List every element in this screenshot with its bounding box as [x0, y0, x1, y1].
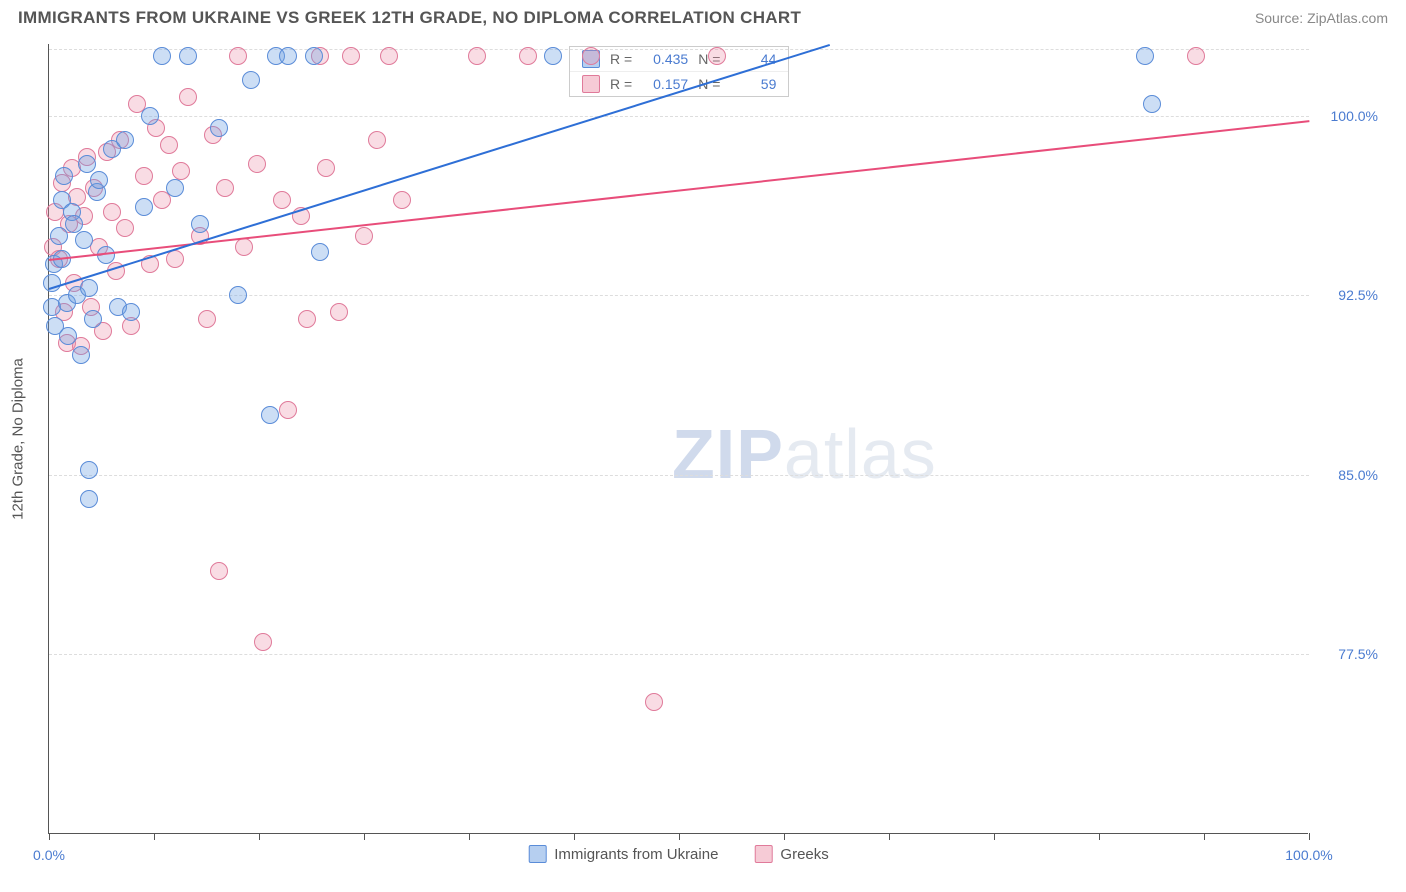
scatter-point-ukraine: [80, 461, 98, 479]
scatter-point-greeks: [582, 47, 600, 65]
scatter-point-greeks: [330, 303, 348, 321]
scatter-point-greeks: [279, 401, 297, 419]
scatter-point-ukraine: [1136, 47, 1154, 65]
chart-container: 12th Grade, No Diploma ZIPatlas R = 0.43…: [48, 44, 1388, 834]
chart-title: IMMIGRANTS FROM UKRAINE VS GREEK 12TH GR…: [18, 8, 801, 28]
scatter-point-greeks: [645, 693, 663, 711]
scatter-point-ukraine: [1143, 95, 1161, 113]
scatter-point-ukraine: [55, 167, 73, 185]
scatter-point-greeks: [179, 88, 197, 106]
trendline-ukraine: [49, 44, 831, 290]
scatter-point-greeks: [1187, 47, 1205, 65]
x-tick-label: 0.0%: [33, 847, 65, 863]
scatter-point-greeks: [380, 47, 398, 65]
scatter-point-ukraine: [78, 155, 96, 173]
y-tick-label: 77.5%: [1318, 646, 1378, 662]
correlation-legend: R = 0.435 N = 44 R = 0.157 N = 59: [569, 46, 789, 97]
scatter-point-ukraine: [75, 231, 93, 249]
y-tick-label: 85.0%: [1318, 467, 1378, 483]
scatter-point-greeks: [254, 633, 272, 651]
scatter-point-ukraine: [116, 131, 134, 149]
legend-item: Immigrants from Ukraine: [528, 845, 718, 863]
plot-area: ZIPatlas R = 0.435 N = 44 R = 0.157 N = …: [48, 44, 1308, 834]
scatter-point-ukraine: [72, 346, 90, 364]
scatter-point-greeks: [468, 47, 486, 65]
scatter-point-greeks: [298, 310, 316, 328]
scatter-point-greeks: [393, 191, 411, 209]
x-tick: [154, 833, 155, 840]
scatter-point-ukraine: [90, 171, 108, 189]
y-tick-label: 92.5%: [1318, 287, 1378, 303]
swatch-icon: [582, 75, 600, 93]
scatter-point-ukraine: [179, 47, 197, 65]
scatter-point-greeks: [160, 136, 178, 154]
scatter-point-ukraine: [279, 47, 297, 65]
swatch-icon: [528, 845, 546, 863]
scatter-point-greeks: [198, 310, 216, 328]
scatter-point-ukraine: [166, 179, 184, 197]
x-tick: [259, 833, 260, 840]
scatter-point-greeks: [210, 562, 228, 580]
scatter-point-ukraine: [261, 406, 279, 424]
scatter-point-greeks: [235, 238, 253, 256]
swatch-icon: [754, 845, 772, 863]
scatter-point-greeks: [248, 155, 266, 173]
scatter-point-greeks: [273, 191, 291, 209]
scatter-point-ukraine: [210, 119, 228, 137]
scatter-point-greeks: [708, 47, 726, 65]
scatter-point-ukraine: [153, 47, 171, 65]
scatter-point-ukraine: [59, 327, 77, 345]
legend-item: Greeks: [754, 845, 828, 863]
scatter-point-ukraine: [50, 227, 68, 245]
scatter-point-ukraine: [305, 47, 323, 65]
scatter-point-greeks: [135, 167, 153, 185]
x-tick: [1204, 833, 1205, 840]
scatter-point-greeks: [166, 250, 184, 268]
scatter-point-ukraine: [544, 47, 562, 65]
gridline: [49, 654, 1309, 655]
scatter-point-greeks: [519, 47, 537, 65]
gridline: [49, 475, 1309, 476]
scatter-point-greeks: [342, 47, 360, 65]
x-tick: [49, 833, 50, 840]
scatter-point-ukraine: [191, 215, 209, 233]
scatter-point-greeks: [172, 162, 190, 180]
scatter-point-ukraine: [43, 274, 61, 292]
scatter-point-ukraine: [242, 71, 260, 89]
scatter-point-greeks: [368, 131, 386, 149]
scatter-point-ukraine: [80, 490, 98, 508]
source-attribution: Source: ZipAtlas.com: [1255, 10, 1388, 26]
x-tick: [1099, 833, 1100, 840]
scatter-point-ukraine: [311, 243, 329, 261]
x-tick: [679, 833, 680, 840]
scatter-point-greeks: [229, 47, 247, 65]
x-tick: [994, 833, 995, 840]
scatter-point-ukraine: [84, 310, 102, 328]
scatter-point-greeks: [355, 227, 373, 245]
scatter-point-ukraine: [80, 279, 98, 297]
scatter-point-ukraine: [229, 286, 247, 304]
watermark: ZIPatlas: [672, 414, 937, 494]
x-tick: [889, 833, 890, 840]
series-legend: Immigrants from Ukraine Greeks: [528, 845, 829, 863]
x-tick-label: 100.0%: [1285, 847, 1332, 863]
x-tick: [574, 833, 575, 840]
scatter-point-ukraine: [122, 303, 140, 321]
x-tick: [469, 833, 470, 840]
scatter-point-ukraine: [135, 198, 153, 216]
scatter-point-greeks: [103, 203, 121, 221]
scatter-point-greeks: [216, 179, 234, 197]
gridline: [49, 116, 1309, 117]
x-tick: [364, 833, 365, 840]
scatter-point-ukraine: [141, 107, 159, 125]
x-tick: [784, 833, 785, 840]
scatter-point-greeks: [317, 159, 335, 177]
scatter-point-ukraine: [65, 215, 83, 233]
header: IMMIGRANTS FROM UKRAINE VS GREEK 12TH GR…: [0, 0, 1406, 32]
x-tick: [1309, 833, 1310, 840]
y-tick-label: 100.0%: [1318, 108, 1378, 124]
scatter-point-greeks: [116, 219, 134, 237]
y-axis-title: 12th Grade, No Diploma: [10, 358, 27, 520]
